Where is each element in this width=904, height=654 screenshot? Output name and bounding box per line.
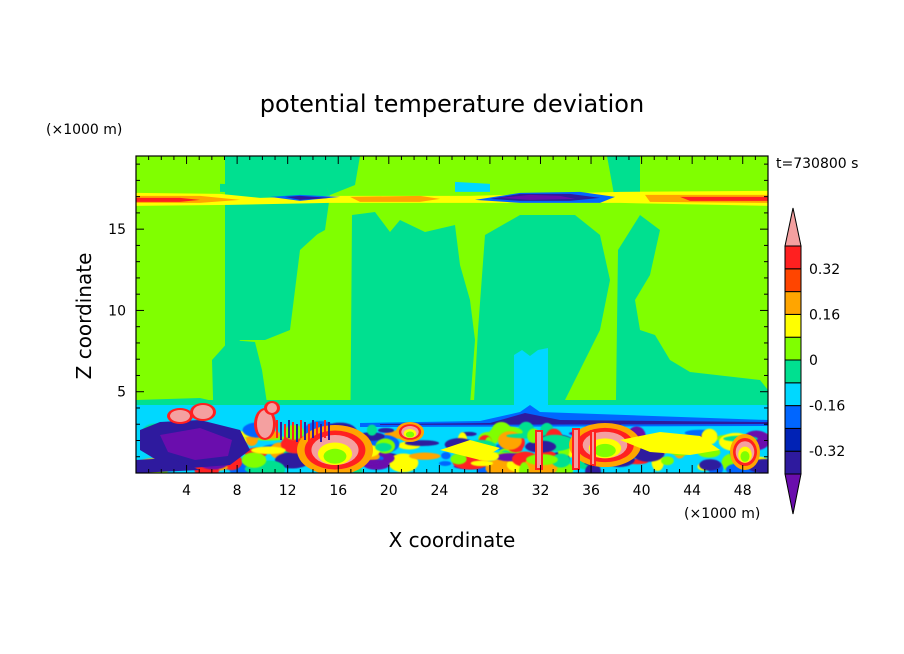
turbulence-cell [661,456,674,466]
colorbar-segment [784,382,802,407]
colorbar-extend-top [784,207,802,247]
gravity-wave-striation [300,420,302,438]
x-tick-label: 4 [182,483,191,499]
gravity-wave-striation [316,422,318,440]
stratification-band [680,196,768,201]
gravity-wave-striation [320,424,322,442]
chart-title: potential temperature deviation [260,90,644,118]
plume-region [315,156,360,195]
colorbar-segment [784,427,802,452]
gravity-wave-striation [288,420,290,438]
x-tick-label: 32 [532,483,550,499]
colorbar-segment [784,313,802,338]
stratification-band [285,195,330,200]
x-unit-label: (×1000 m) [684,506,760,522]
turbulence-cell [388,453,419,473]
gravity-wave-striation [328,422,330,440]
colorbar-segment [784,405,802,429]
x-tick-label: 24 [430,483,448,499]
x-tick-label: 16 [329,483,347,499]
colorbar-label: -0.32 [809,444,845,460]
warm-streak [537,432,541,468]
y-tick-label: 10 [108,303,126,319]
turbulence-cell [519,462,530,473]
colorbar-segment [784,245,802,270]
y-tick-label: 5 [117,385,126,401]
colorbar-extend-bottom [784,473,802,515]
cold-pool [160,428,232,460]
colorbar-label: 0 [809,353,818,369]
warm-bubble [267,403,277,413]
turbulence-cell [699,459,721,471]
stratification-band [350,195,440,202]
turbulence-cell [366,424,378,436]
warm-ring [323,448,347,464]
x-tick-label: 28 [481,483,499,499]
gravity-wave-striation [284,424,286,442]
colorbar-segment [784,268,802,293]
turbulence-cell [450,453,467,465]
gravity-wave-striation [312,420,314,438]
warm-bubble [257,410,273,438]
stratification-band [455,181,490,192]
stratification-band [136,197,200,202]
stratification-band [136,190,768,206]
warm-streak [574,430,578,468]
y-unit-label: (×1000 m) [46,122,122,138]
gravity-wave-striation [296,424,298,442]
turbulence-cell [251,446,286,455]
gravity-wave-striation [308,424,310,442]
stratification-band [220,183,300,193]
plume-region [280,170,330,245]
x-axis-label: X coordinate [389,528,516,552]
turbulence-cell [408,452,441,460]
gravity-wave-striation [276,420,278,438]
x-tick-label: 12 [279,483,297,499]
warm-ring [405,431,415,438]
colorbar-segment [784,359,802,384]
turbulence-cell [241,452,267,468]
warm-ring [740,451,750,462]
colorbar-label: 0.32 [809,262,840,278]
gravity-wave-striation [304,422,306,440]
turbulence-cell [441,452,451,460]
turbulence-cell [377,427,395,433]
warm-plume [620,432,720,455]
time-label: t=730800 s [776,156,858,172]
gravity-wave-striation [292,422,294,440]
inversion-line [380,413,768,425]
gravity-wave-striation [280,422,282,440]
heatmap-field [136,156,768,473]
x-tick-label: 44 [683,483,701,499]
colorbar-segment [784,336,802,361]
x-tick-label: 36 [582,483,600,499]
y-tick-label: 15 [108,222,126,238]
warm-ring [594,443,616,458]
colorbar-segment [784,291,802,315]
colorbar: 0.32 0.16 0 -0.16 -0.32 [784,207,845,515]
colorbar-label: 0.16 [809,307,840,323]
turbulence-cell [470,460,494,467]
cold-pool [136,458,200,473]
plume-region [607,156,640,200]
x-tick-label: 40 [633,483,651,499]
gravity-wave-striation [324,420,326,438]
turbulence-cell [439,461,452,466]
colorbar-label: -0.16 [809,399,845,415]
x-tick-label: 8 [233,483,242,499]
stratification-band [500,194,575,200]
warm-bubble [193,405,213,419]
warm-streak [592,432,594,464]
x-axis-ticks: 4 8 12 16 20 24 28 32 36 40 44 48 [148,156,756,499]
warm-bubble [170,410,190,422]
turbulence-cell [551,453,571,468]
y-axis-label: Z coordinate [72,253,96,380]
colorbar-segment [784,450,802,475]
x-tick-label: 48 [734,483,752,499]
turbulence-cell [375,442,392,452]
x-tick-label: 20 [380,483,398,499]
warm-plume [440,440,500,460]
y-axis-ticks: 5 10 15 [108,163,768,458]
